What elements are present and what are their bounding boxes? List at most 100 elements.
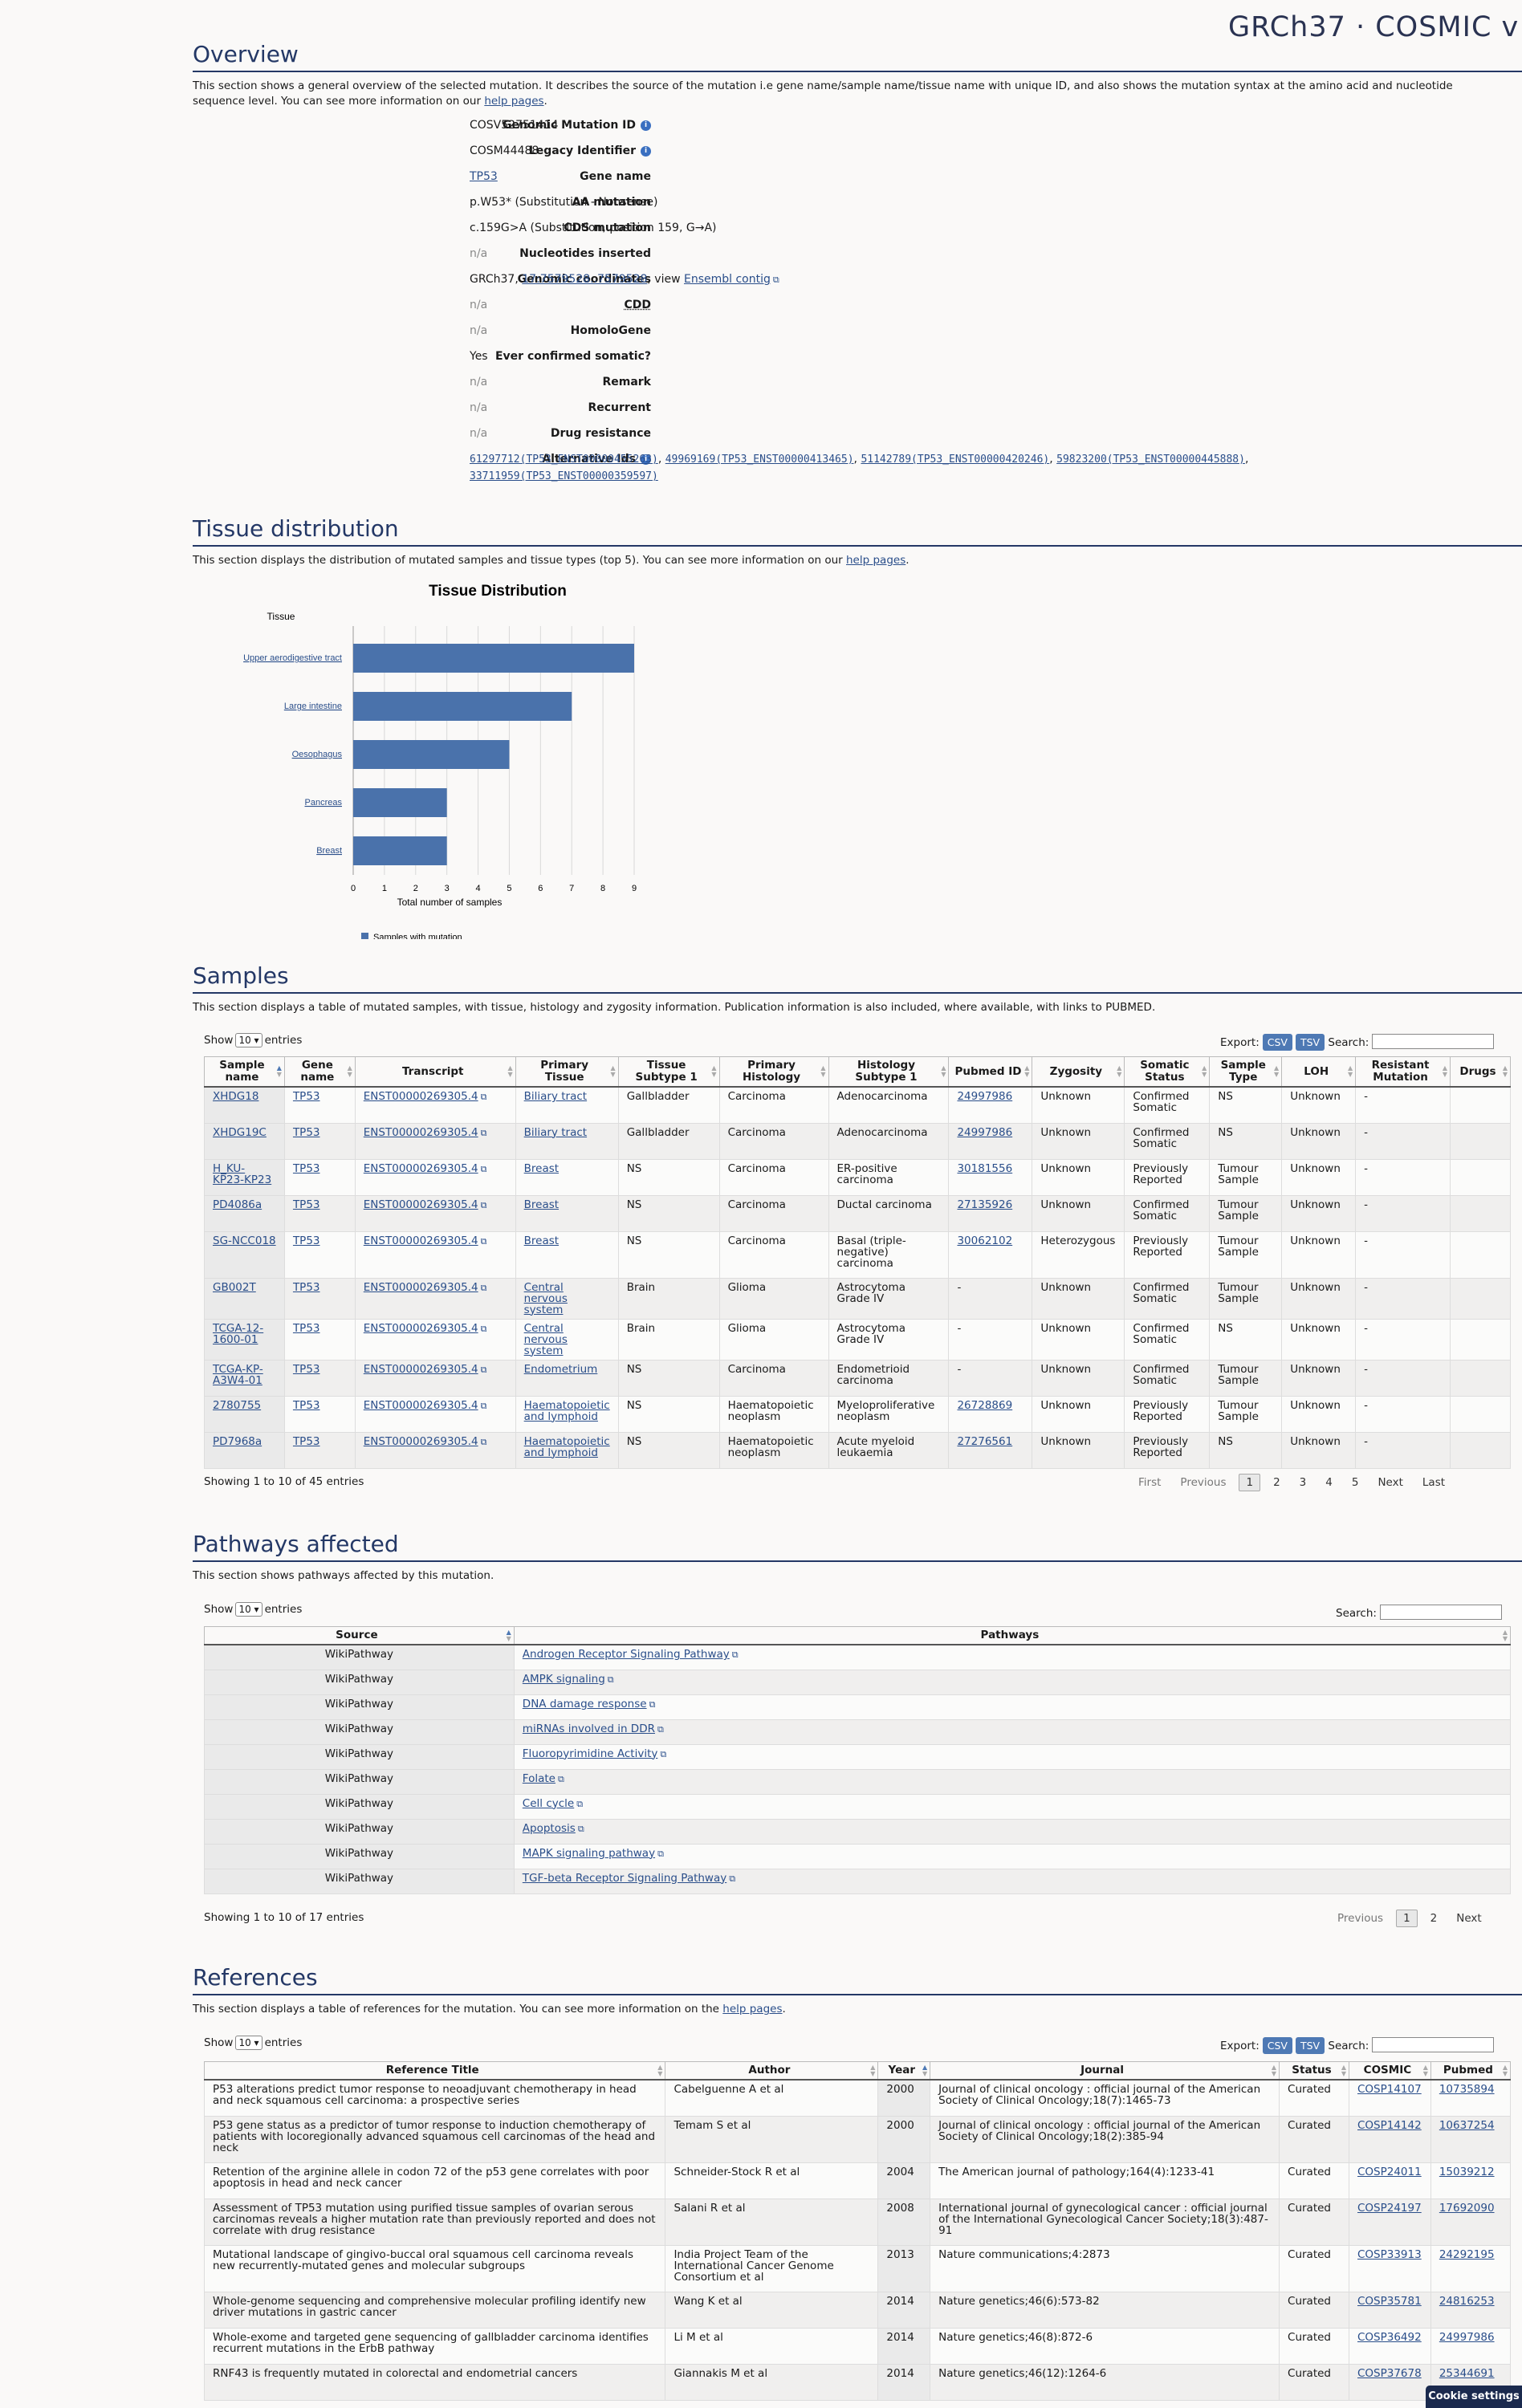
- page-button-previous[interactable]: Previous: [1337, 1912, 1384, 1925]
- primary-tissue-link[interactable]: Central nervous system: [523, 1321, 568, 1357]
- info-icon[interactable]: i: [641, 120, 651, 131]
- page-size-select[interactable]: 10 ▾: [235, 1602, 262, 1617]
- gene-name-link[interactable]: TP53: [292, 1362, 320, 1376]
- pathways-link[interactable]: Apoptosis: [522, 1821, 576, 1835]
- tsv-export-button[interactable]: TSV: [1295, 2037, 1325, 2054]
- alternative-id-link[interactable]: 49969169(TP53_ENST00000413465): [665, 454, 854, 466]
- column-header-journal[interactable]: Journal ▲ ▼: [930, 2061, 1280, 2081]
- csv-export-button[interactable]: CSV: [1262, 1034, 1292, 1051]
- gene-name-link[interactable]: TP53: [292, 1434, 320, 1448]
- info-icon[interactable]: i: [641, 454, 651, 465]
- sample-name-link[interactable]: 2780755: [213, 1398, 262, 1412]
- references-search-input[interactable]: [1372, 2037, 1495, 2052]
- pubmed-id-link[interactable]: 30062102: [957, 1234, 1013, 1247]
- page-button-4[interactable]: 4: [1325, 1476, 1333, 1489]
- help-pages-link[interactable]: help pages: [846, 554, 906, 567]
- sample-name-link[interactable]: PD4086a: [213, 1198, 262, 1211]
- column-header-status[interactable]: Status ▲ ▼: [1279, 2061, 1349, 2081]
- column-header-primary-tissue[interactable]: Primary Tissue ▲ ▼: [515, 1056, 619, 1088]
- column-header-pubmed-id[interactable]: Pubmed ID ▲ ▼: [948, 1056, 1033, 1088]
- cosmic-link[interactable]: COSP33913: [1357, 2247, 1422, 2261]
- column-header-gene-name[interactable]: Gene name ▲ ▼: [283, 1056, 356, 1088]
- pubmed-id-link[interactable]: 24997986: [957, 1125, 1013, 1139]
- gene-name-link[interactable]: TP53: [292, 1398, 320, 1412]
- pathways-link[interactable]: MAPK signaling pathway: [522, 1846, 656, 1860]
- primary-tissue-link[interactable]: Endometrium: [523, 1362, 598, 1376]
- transcript-link[interactable]: ENST00000269305.4: [363, 1234, 478, 1247]
- pubmed-id-link[interactable]: 24997986: [957, 1090, 1013, 1103]
- page-button-first[interactable]: First: [1138, 1476, 1162, 1489]
- pathways-search-input[interactable]: [1379, 1605, 1502, 1620]
- transcript-link[interactable]: ENST00000269305.4: [363, 1125, 478, 1139]
- pubmed-link[interactable]: 24997986: [1439, 2330, 1495, 2344]
- pubmed-link[interactable]: 24816253: [1439, 2294, 1495, 2308]
- pathways-link[interactable]: TGF-beta Receptor Signaling Pathway: [522, 1871, 727, 1885]
- pathways-link[interactable]: DNA damage response: [522, 1697, 647, 1710]
- column-header-pubmed[interactable]: Pubmed ▲ ▼: [1430, 2061, 1512, 2081]
- gene-name-link[interactable]: TP53: [292, 1161, 320, 1175]
- sample-name-link[interactable]: XHDG18: [213, 1090, 259, 1103]
- transcript-link[interactable]: ENST00000269305.4: [363, 1280, 478, 1294]
- primary-tissue-link[interactable]: Breast: [523, 1234, 560, 1247]
- column-header-pathways[interactable]: Pathways ▲ ▼: [513, 1626, 1512, 1645]
- column-header-loh[interactable]: LOH ▲ ▼: [1281, 1056, 1357, 1088]
- cosmic-link[interactable]: COSP14142: [1357, 2118, 1422, 2132]
- primary-tissue-link[interactable]: Breast: [523, 1161, 560, 1175]
- pubmed-id-link[interactable]: 27135926: [957, 1198, 1013, 1211]
- ensembl-contig-link[interactable]: Ensembl contig: [683, 273, 771, 286]
- pubmed-link[interactable]: 24292195: [1439, 2247, 1495, 2261]
- primary-tissue-link[interactable]: Haematopoietic and lymphoid: [523, 1398, 610, 1423]
- pathways-link[interactable]: AMPK signaling: [522, 1672, 605, 1686]
- pathways-link[interactable]: Androgen Receptor Signaling Pathway: [522, 1648, 730, 1661]
- primary-tissue-link[interactable]: Biliary tract: [523, 1125, 588, 1139]
- category-link[interactable]: Large intestine: [284, 702, 342, 711]
- column-header-reference-title[interactable]: Reference Title ▲ ▼: [203, 2061, 666, 2081]
- primary-tissue-link[interactable]: Haematopoietic and lymphoid: [523, 1434, 610, 1459]
- column-header-histology-subtype-1[interactable]: Histology Subtype 1 ▲ ▼: [828, 1056, 950, 1088]
- column-header-primary-histology[interactable]: Primary Histology ▲ ▼: [718, 1056, 829, 1088]
- column-header-source[interactable]: Source ▲ ▼: [204, 1626, 515, 1645]
- alternative-id-link[interactable]: 59823200(TP53_ENST00000445888): [1056, 454, 1245, 466]
- category-link[interactable]: Oesophagus: [292, 750, 343, 759]
- column-header-author[interactable]: Author ▲ ▼: [665, 2061, 879, 2081]
- pubmed-link[interactable]: 17692090: [1439, 2201, 1495, 2215]
- transcript-link[interactable]: ENST00000269305.4: [363, 1090, 478, 1103]
- genomic-coordinates-link[interactable]: 17:7579528..7579528: [522, 273, 648, 286]
- column-header-cosmic[interactable]: COSMIC ▲ ▼: [1348, 2061, 1431, 2081]
- column-header-sample-name[interactable]: Sample name ▲ ▼: [204, 1056, 285, 1088]
- primary-tissue-link[interactable]: Breast: [523, 1198, 560, 1211]
- pathways-link[interactable]: Folate: [522, 1771, 555, 1785]
- category-link[interactable]: Breast: [316, 846, 342, 856]
- sample-name-link[interactable]: H_KU-KP23-KP23: [213, 1161, 272, 1186]
- help-pages-link[interactable]: help pages: [722, 2003, 783, 2015]
- page-button-last[interactable]: Last: [1422, 1476, 1446, 1489]
- transcript-link[interactable]: ENST00000269305.4: [363, 1161, 478, 1175]
- page-button-2[interactable]: 2: [1430, 1912, 1438, 1925]
- transcript-link[interactable]: ENST00000269305.4: [363, 1198, 478, 1211]
- cosmic-link[interactable]: COSP24197: [1357, 2201, 1422, 2215]
- pathways-link[interactable]: Cell cycle: [522, 1796, 575, 1810]
- pubmed-link[interactable]: 25344691: [1439, 2366, 1495, 2380]
- gene-name-link[interactable]: TP53: [292, 1280, 320, 1294]
- pubmed-link[interactable]: 15039212: [1439, 2165, 1495, 2178]
- page-button-1[interactable]: 1: [1396, 1910, 1418, 1927]
- transcript-link[interactable]: ENST00000269305.4: [363, 1434, 478, 1448]
- cookie-settings-button[interactable]: Cookie settings: [1426, 2386, 1522, 2408]
- cosmic-link[interactable]: COSP14107: [1357, 2083, 1422, 2096]
- alternative-id-link[interactable]: 61297712(TP53_ENST00000455263): [470, 454, 658, 466]
- alternative-id-link[interactable]: 51142789(TP53_ENST00000420246): [861, 454, 1050, 466]
- sample-name-link[interactable]: PD7968a: [213, 1434, 262, 1448]
- csv-export-button[interactable]: CSV: [1262, 2037, 1292, 2054]
- gene-name-link[interactable]: TP53: [292, 1090, 320, 1103]
- category-link[interactable]: Pancreas: [305, 798, 343, 807]
- gene-name-link[interactable]: TP53: [292, 1234, 320, 1247]
- transcript-link[interactable]: ENST00000269305.4: [363, 1398, 478, 1412]
- page-button-1[interactable]: 1: [1239, 1474, 1261, 1491]
- gene-name-link[interactable]: TP53: [292, 1125, 320, 1139]
- alternative-id-link[interactable]: 33711959(TP53_ENST00000359597): [470, 470, 658, 482]
- column-header-transcript[interactable]: Transcript ▲ ▼: [354, 1056, 516, 1088]
- column-header-resistant-mutation[interactable]: Resistant Mutation ▲ ▼: [1355, 1056, 1451, 1088]
- sample-name-link[interactable]: TCGA-12-1600-01: [213, 1321, 264, 1346]
- samples-search-input[interactable]: [1372, 1034, 1495, 1049]
- column-header-tissue-subtype-1[interactable]: Tissue Subtype 1 ▲ ▼: [617, 1056, 720, 1088]
